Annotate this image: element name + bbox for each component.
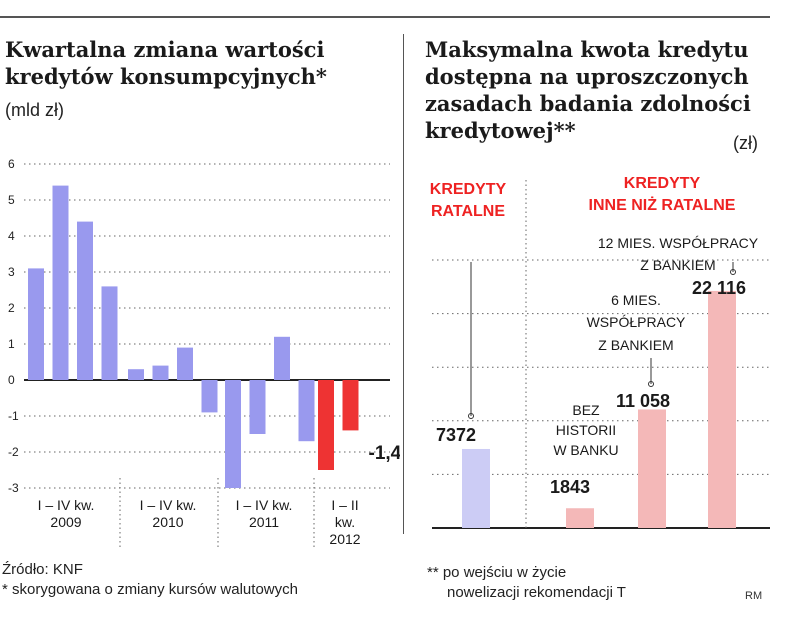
bar bbox=[342, 380, 359, 431]
y-tick-label: 3 bbox=[8, 265, 15, 279]
bar bbox=[298, 380, 315, 442]
bar-note: BEZ bbox=[572, 402, 600, 418]
bar bbox=[152, 365, 169, 380]
bar bbox=[52, 185, 69, 380]
right-footnote-line-2: nowelizacji rekomendacji T bbox=[447, 584, 626, 601]
bar bbox=[249, 380, 266, 434]
y-tick-label: -3 bbox=[8, 481, 19, 495]
max-credit-chart: KREDYTY RATALNE KREDYTY INNE NIŻ RATALNE 737… bbox=[430, 175, 770, 529]
value-label: 1843 bbox=[550, 477, 590, 497]
bar bbox=[128, 369, 144, 380]
x-group-label-line-2: kw. bbox=[335, 514, 355, 530]
right-footnote-line-1: ** po wejściu w życie bbox=[427, 564, 567, 581]
top-rule bbox=[0, 16, 770, 18]
bar bbox=[708, 290, 736, 528]
bar-note: HISTORII bbox=[556, 422, 616, 438]
bar bbox=[77, 221, 93, 380]
right-title-line-1: Maksymalna kwota kredytu bbox=[425, 37, 749, 62]
value-label: -1,4 bbox=[369, 443, 401, 464]
x-group-label-line-1: I – IV kw. bbox=[140, 497, 197, 513]
right-chart-title: Maksymalna kwota kredytu dostępna na upr… bbox=[425, 36, 785, 144]
right-title-line-3: zasadach badania zdolności bbox=[425, 91, 751, 116]
y-tick-label: 6 bbox=[8, 157, 15, 171]
value-label: 11 058 bbox=[616, 391, 670, 411]
bar-note: WSPÓŁPRACY bbox=[587, 314, 686, 330]
bar bbox=[28, 268, 44, 380]
group-header-line-1: KREDYTY bbox=[624, 175, 701, 192]
leader-dot bbox=[730, 269, 736, 275]
author-credit: RM bbox=[745, 590, 763, 602]
y-tick-label: -1 bbox=[8, 409, 19, 423]
y-tick-label: 2 bbox=[8, 301, 15, 315]
bar-note: 6 MIES. bbox=[611, 292, 661, 308]
left-unit-label: (mld zł) bbox=[5, 100, 64, 120]
right-title-line-4: kredytowej** bbox=[425, 118, 576, 143]
source-note: Źródło: KNF bbox=[2, 561, 83, 578]
x-group-label-line-3: 2012 bbox=[329, 531, 360, 547]
x-group-label-line-1: I – II bbox=[331, 497, 358, 513]
left-title-line-1: Kwartalna zmiana wartości bbox=[5, 37, 325, 62]
group-header-line-2: INNE NIŻ RATALNE bbox=[589, 196, 736, 214]
left-footnote: * skorygowana o zmiany kursów walutowych bbox=[2, 581, 298, 598]
bar bbox=[566, 508, 594, 528]
bar bbox=[177, 347, 193, 380]
bar-note: Z BANKIEM bbox=[640, 257, 715, 273]
bar bbox=[101, 286, 118, 380]
x-group-label-line-1: I – IV kw. bbox=[38, 497, 95, 513]
bar bbox=[638, 409, 666, 528]
right-title-line-2: dostępna na uproszczonych bbox=[425, 64, 749, 89]
y-tick-label: -2 bbox=[8, 445, 19, 459]
y-tick-label: 0 bbox=[8, 373, 15, 387]
value-label: 7372 bbox=[436, 425, 476, 445]
group-header-line-1: KREDYTY bbox=[430, 181, 507, 198]
bar-note: W BANKU bbox=[553, 442, 618, 458]
bar bbox=[274, 336, 290, 380]
leader-dot bbox=[648, 381, 654, 387]
x-group-label-line-2: 2010 bbox=[152, 514, 183, 530]
group-header-line-2: RATALNE bbox=[431, 203, 505, 220]
x-group-label-line-1: I – IV kw. bbox=[236, 497, 293, 513]
panel-divider bbox=[403, 34, 404, 534]
bar bbox=[225, 380, 241, 488]
bar-note: Z BANKIEM bbox=[598, 337, 673, 353]
x-group-label-line-2: 2009 bbox=[50, 514, 81, 530]
bar bbox=[462, 448, 490, 528]
left-chart-title: Kwartalna zmiana wartości kredytów konsu… bbox=[5, 36, 395, 90]
y-tick-label: 4 bbox=[8, 229, 15, 243]
right-unit-label: (zł) bbox=[733, 133, 758, 153]
left-title-line-2: kredytów konsumpcyjnych* bbox=[5, 64, 327, 89]
y-tick-label: 5 bbox=[8, 193, 15, 207]
leader-dot bbox=[468, 413, 474, 419]
bar bbox=[318, 380, 334, 470]
bar bbox=[201, 380, 218, 413]
y-tick-label: 1 bbox=[8, 337, 15, 351]
x-group-label-line-2: 2011 bbox=[249, 514, 279, 530]
value-label: 22 116 bbox=[692, 278, 746, 298]
bar-note: 12 MIES. WSPÓŁPRACY bbox=[598, 235, 759, 251]
